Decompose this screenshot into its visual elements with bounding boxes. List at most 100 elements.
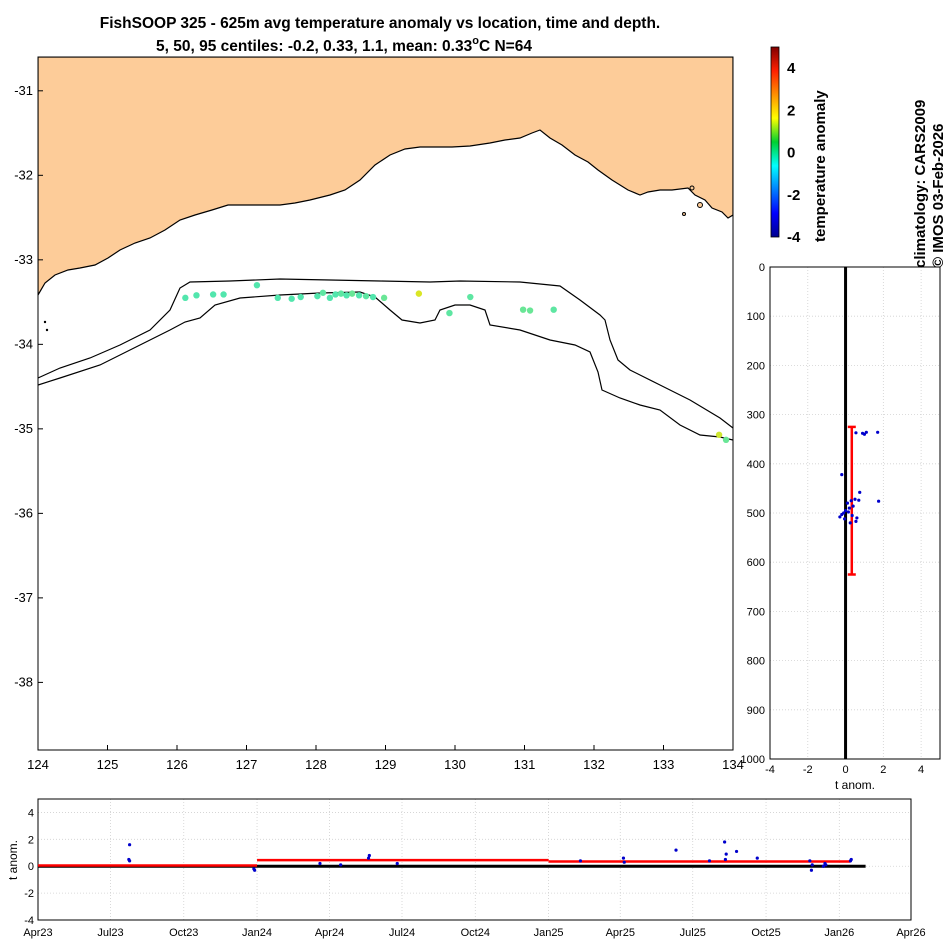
map-point <box>369 293 377 301</box>
map-point <box>337 290 345 297</box>
time-point <box>849 857 853 862</box>
time-point <box>253 868 257 872</box>
map-point <box>380 294 388 302</box>
time-x-tick-label: Jan24 <box>242 927 272 939</box>
depth-point <box>855 516 859 520</box>
map-point <box>314 292 321 300</box>
time-point <box>723 840 727 844</box>
time-point <box>622 860 626 864</box>
island <box>682 212 686 216</box>
map-points <box>182 281 730 444</box>
climatology-label: climatology: CARS2009 <box>912 100 929 268</box>
credit-label: © IMOS 03-Feb-2026 <box>930 124 947 268</box>
time-y-tick-label: 4 <box>28 807 34 819</box>
map-point <box>550 306 557 313</box>
map-y-tick-label: -37 <box>14 590 33 605</box>
depth-point <box>847 506 851 510</box>
depth-point <box>854 431 858 435</box>
map-y-tick-label: -38 <box>14 674 33 689</box>
map-point <box>332 291 339 298</box>
time-y-tick-label: 0 <box>28 861 34 873</box>
land-mass <box>38 57 733 297</box>
map-x-tick-label: 129 <box>375 757 397 772</box>
map-point <box>526 307 534 314</box>
depth-y-tick-label: 600 <box>747 557 765 569</box>
depth-y-tick-label: 1000 <box>741 754 765 766</box>
depth-x-tick-label: -4 <box>765 764 775 776</box>
map-y-axis: -31 -32 -33 -34 -35 -36 -37 -38 <box>14 83 43 689</box>
time-x-tick-label: Apr24 <box>315 927 344 939</box>
map-point <box>220 291 227 298</box>
colorbar: 4 2 0 -2 -4 temperature anomaly <box>770 46 829 246</box>
depth-y-tick-label: 800 <box>747 656 765 668</box>
time-x-tick-label: Oct24 <box>461 927 490 939</box>
depth-point <box>845 501 850 505</box>
time-point <box>755 856 759 860</box>
time-point <box>395 861 399 866</box>
time-y-tick-label: 2 <box>28 834 34 846</box>
time-point <box>128 859 132 863</box>
map-x-tick-label: 131 <box>514 757 536 772</box>
time-point <box>724 852 728 856</box>
depth-point <box>840 473 844 477</box>
depth-point <box>846 510 850 514</box>
time-point <box>723 857 728 862</box>
depth-point <box>858 490 862 494</box>
depth-x-tick-label: 4 <box>918 764 924 776</box>
colorbar-tick-label: -2 <box>787 187 800 204</box>
bathymetry-contour-lower <box>38 291 733 441</box>
map-point <box>253 281 261 289</box>
depth-point <box>853 497 857 501</box>
depth-point <box>864 430 868 434</box>
time-point <box>578 859 583 863</box>
map-point <box>348 290 356 297</box>
time-x-tick-label: Jan25 <box>534 927 564 939</box>
map-x-tick-label: 125 <box>97 757 119 772</box>
time-axes-box <box>37 798 912 921</box>
depth-y-tick-label: 200 <box>747 360 765 372</box>
depth-x-tick-label: -2 <box>803 764 813 776</box>
depth-y-tick-label: 700 <box>747 606 765 618</box>
time-x-tick-label: Oct23 <box>169 927 198 939</box>
map-point <box>343 292 350 299</box>
time-ylabel: t anom. <box>6 840 20 880</box>
time-point <box>367 853 371 858</box>
time-point <box>674 848 678 852</box>
map-x-tick-label: 133 <box>653 757 675 772</box>
depth-point <box>838 515 842 519</box>
time-x-tick-label: Oct25 <box>751 927 780 939</box>
map-y-tick-label: -36 <box>14 505 33 520</box>
map-x-tick-label: 128 <box>305 757 327 772</box>
time-point <box>339 863 343 867</box>
time-point <box>366 856 371 860</box>
map-x-tick-label: 124 <box>27 757 49 772</box>
map-x-tick-label: 134 <box>722 757 744 772</box>
map-point <box>722 436 730 444</box>
map-point <box>519 306 527 313</box>
map-point <box>326 294 334 302</box>
colorbar-gradient <box>770 46 780 238</box>
depth-point <box>876 430 880 434</box>
depth-point <box>848 521 852 525</box>
time-point <box>128 843 132 847</box>
depth-point <box>849 499 853 503</box>
map-y-tick-label: -33 <box>14 252 33 267</box>
depth-point <box>877 499 881 503</box>
depth-point <box>850 513 854 518</box>
depth-ticks: 0 100 200 300 400 500 600 700 800 900 1000-4 -2 0 2 4 <box>741 262 925 776</box>
map-y-tick-label: -31 <box>14 83 33 98</box>
time-x-tick-label: Apr25 <box>606 927 635 939</box>
depth-y-tick-label: 100 <box>747 311 765 323</box>
depth-point <box>840 512 844 517</box>
depth-point <box>860 431 865 435</box>
island <box>689 185 695 191</box>
depth-point <box>857 498 861 502</box>
map-y-tick-label: -34 <box>14 336 33 351</box>
map-point <box>362 292 370 300</box>
time-point <box>808 859 812 863</box>
depth-y-tick-label: 500 <box>747 508 765 520</box>
